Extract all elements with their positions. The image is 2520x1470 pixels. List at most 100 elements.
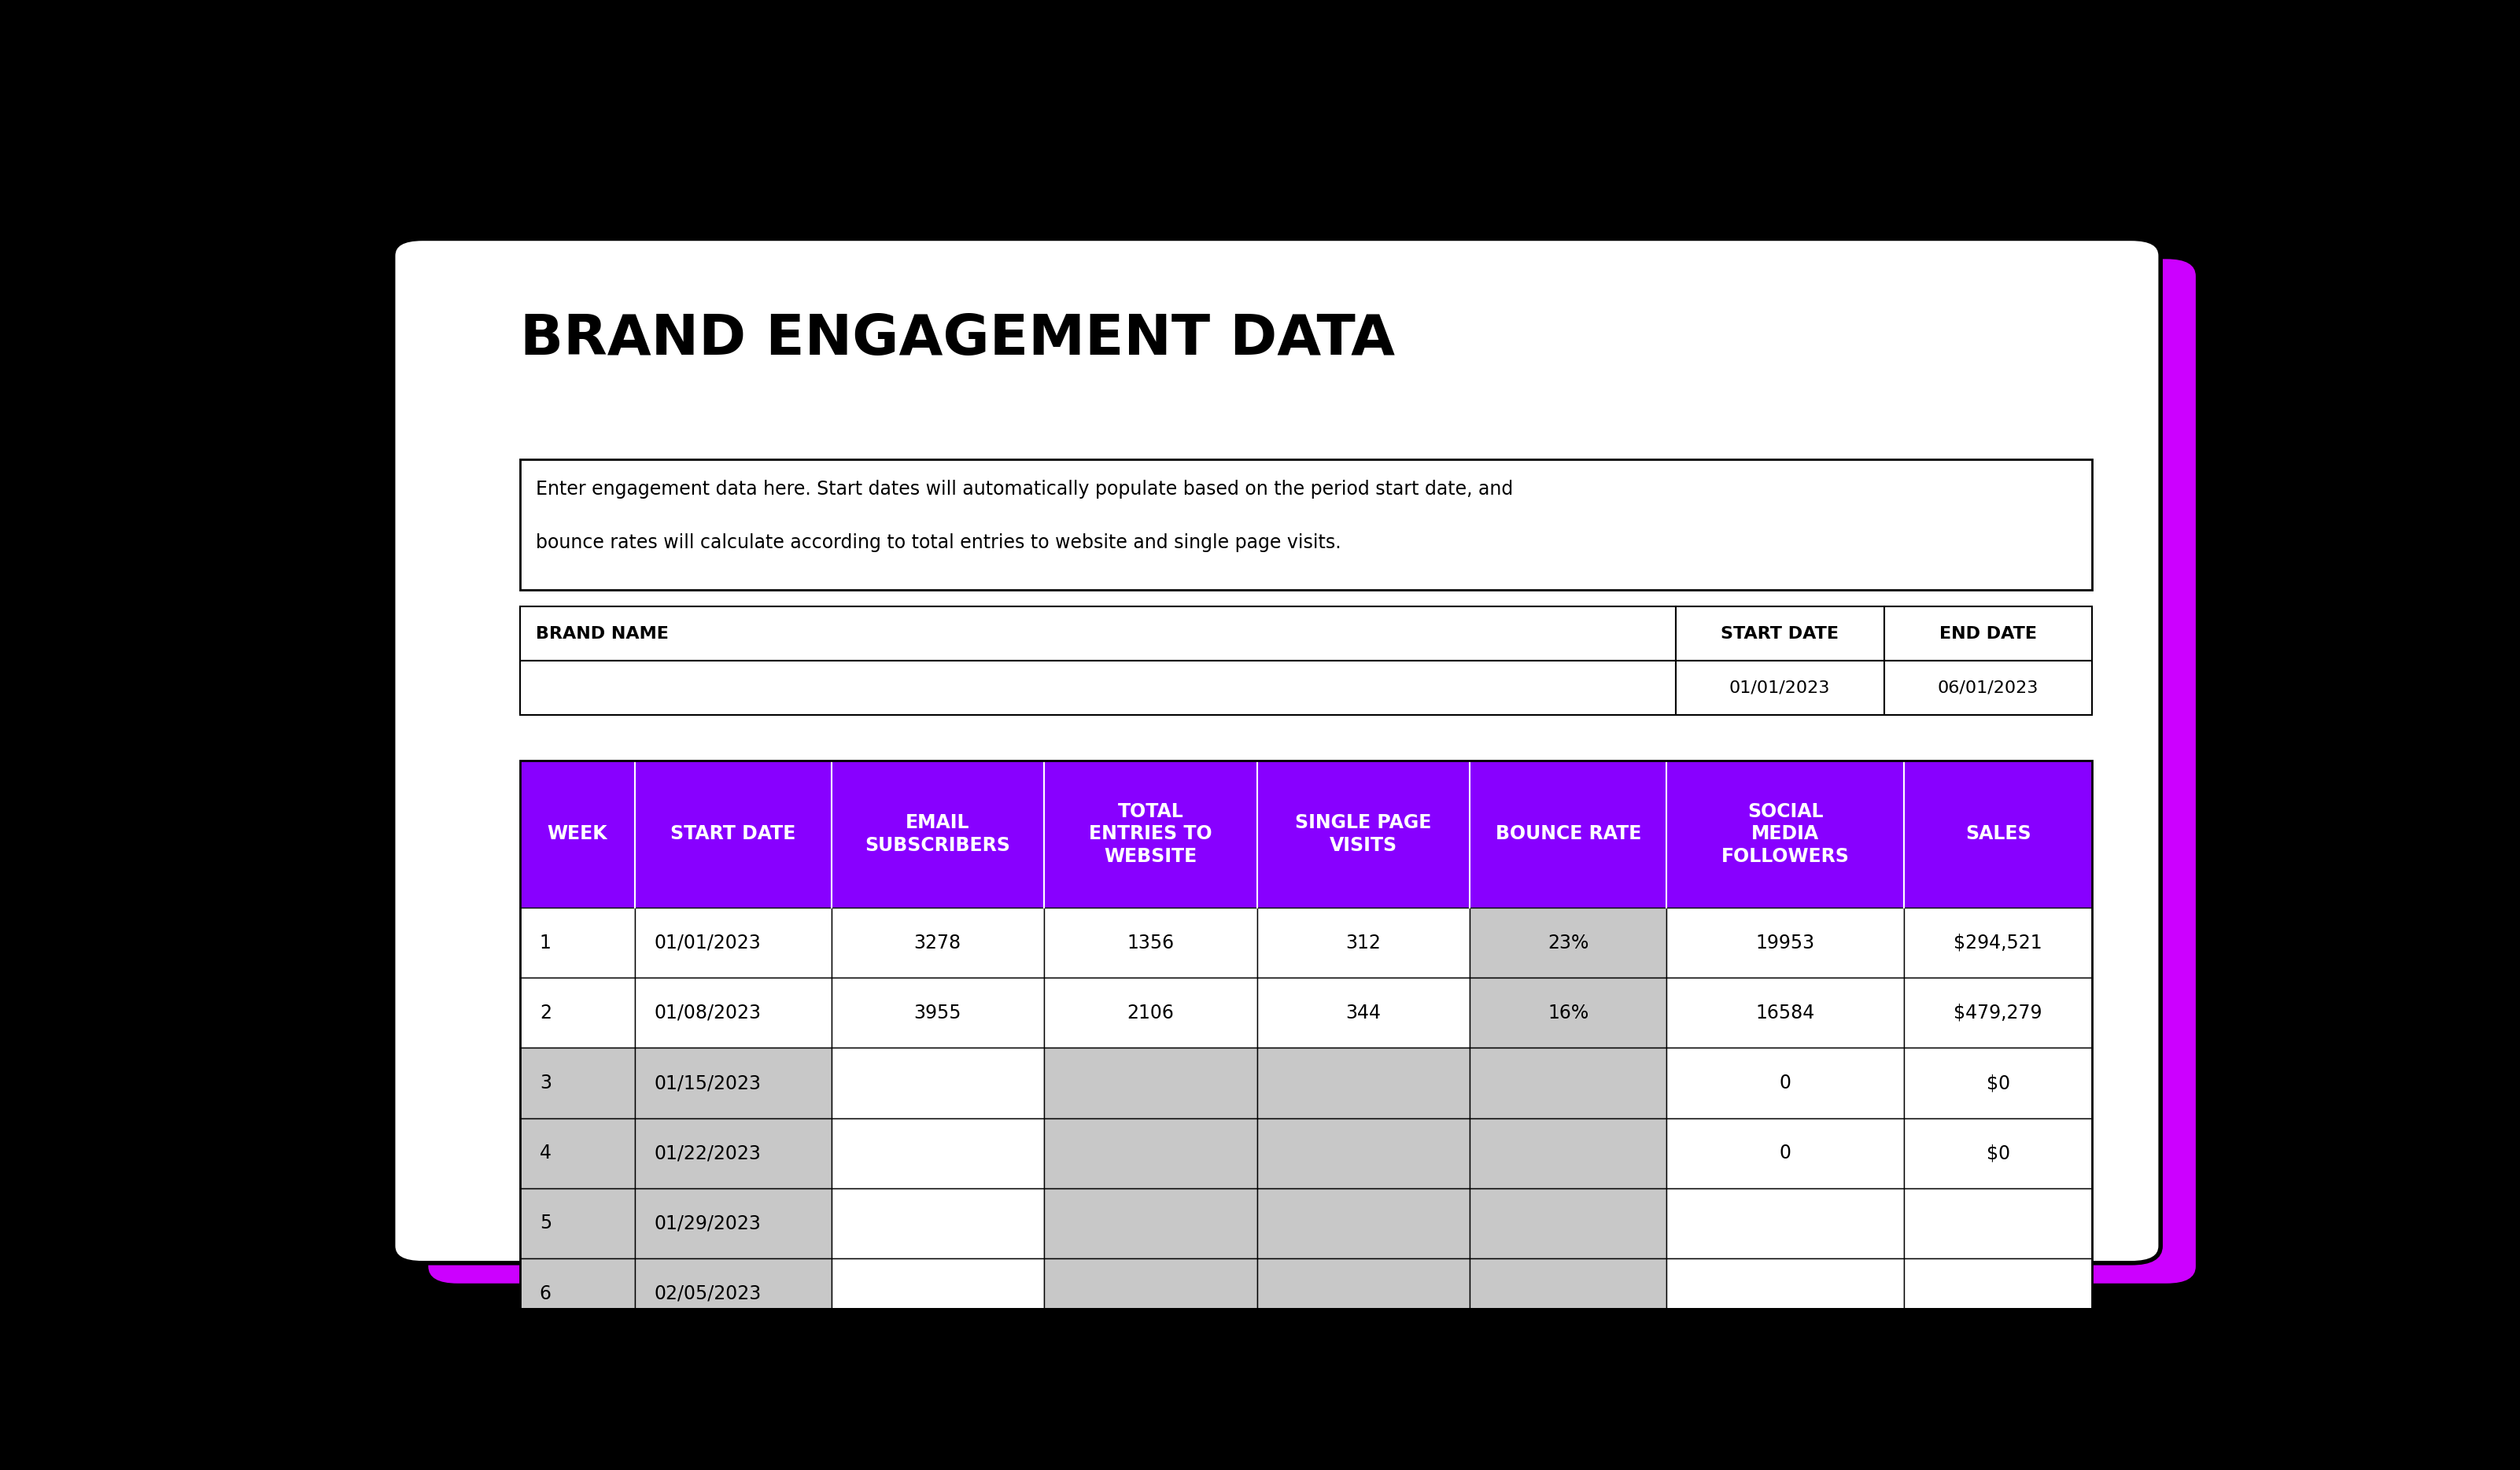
Bar <box>1666 978 1905 1048</box>
Text: WEEK: WEEK <box>547 825 607 844</box>
Bar <box>1043 760 1257 907</box>
Bar <box>1469 1258 1666 1329</box>
Bar <box>1885 662 2092 716</box>
Bar <box>1905 1188 2092 1258</box>
Text: 5: 5 <box>539 1214 552 1233</box>
Bar <box>519 1188 635 1258</box>
Text: 2: 2 <box>539 1004 552 1022</box>
Text: 344: 344 <box>1346 1004 1381 1022</box>
Bar <box>1043 1258 1257 1329</box>
Bar <box>519 1329 635 1399</box>
Bar <box>1043 907 1257 978</box>
Bar <box>519 1048 635 1119</box>
Text: 312: 312 <box>1346 933 1381 953</box>
Bar <box>1043 1188 1257 1258</box>
Text: 3278: 3278 <box>915 933 960 953</box>
Bar <box>1905 1048 2092 1119</box>
Text: 3: 3 <box>539 1073 552 1092</box>
Text: SOCIAL
MEDIA
FOLLOWERS: SOCIAL MEDIA FOLLOWERS <box>1721 803 1850 866</box>
Bar <box>1257 978 1469 1048</box>
Text: 2106: 2106 <box>1126 1004 1174 1022</box>
Text: END DATE: END DATE <box>1940 626 2036 641</box>
Text: 01/29/2023: 01/29/2023 <box>655 1214 761 1233</box>
Bar <box>635 1258 832 1329</box>
Bar <box>1905 1329 2092 1399</box>
Text: START DATE: START DATE <box>670 825 796 844</box>
Text: TOTAL
ENTRIES TO
WEBSITE: TOTAL ENTRIES TO WEBSITE <box>1089 803 1212 866</box>
Bar <box>519 978 635 1048</box>
Bar <box>832 1188 1043 1258</box>
Bar <box>1469 760 1666 907</box>
Bar <box>1666 1048 1905 1119</box>
Bar <box>1043 1329 1257 1399</box>
Text: 06/01/2023: 06/01/2023 <box>1938 681 2039 695</box>
Text: 01/01/2023: 01/01/2023 <box>655 933 761 953</box>
Text: bounce rates will calculate according to total entries to website and single pag: bounce rates will calculate according to… <box>537 534 1341 551</box>
Text: $294,521: $294,521 <box>1953 933 2041 953</box>
Text: 02/12/2023: 02/12/2023 <box>655 1354 761 1373</box>
Bar <box>1666 907 1905 978</box>
Bar <box>1257 1048 1469 1119</box>
Bar <box>1257 1329 1469 1399</box>
Bar <box>1885 607 2092 662</box>
Bar <box>1666 1188 1905 1258</box>
Bar <box>1469 978 1666 1048</box>
Text: 16584: 16584 <box>1756 1004 1814 1022</box>
Text: SINGLE PAGE
VISITS: SINGLE PAGE VISITS <box>1295 813 1431 854</box>
Bar <box>1469 1048 1666 1119</box>
Text: EMAIL
SUBSCRIBERS: EMAIL SUBSCRIBERS <box>864 813 1011 854</box>
Bar <box>1676 607 1885 662</box>
Text: 02/05/2023: 02/05/2023 <box>655 1285 761 1302</box>
Bar <box>1043 1048 1257 1119</box>
Bar <box>1257 907 1469 978</box>
Bar <box>1257 1188 1469 1258</box>
Bar <box>1469 907 1666 978</box>
Bar <box>635 1329 832 1399</box>
Bar <box>1043 978 1257 1048</box>
Text: 6: 6 <box>539 1285 552 1302</box>
Bar <box>1257 1119 1469 1188</box>
Bar <box>519 1258 635 1329</box>
Bar <box>1905 978 2092 1048</box>
Text: 01/15/2023: 01/15/2023 <box>655 1073 761 1092</box>
Text: BOUNCE RATE: BOUNCE RATE <box>1494 825 1641 844</box>
Bar <box>519 760 2092 1399</box>
Text: $0: $0 <box>1986 1073 2011 1092</box>
Bar <box>519 760 2092 907</box>
Bar <box>1905 760 2092 907</box>
Text: BRAND ENGAGEMENT DATA: BRAND ENGAGEMENT DATA <box>519 312 1396 366</box>
Text: BRAND NAME: BRAND NAME <box>537 626 668 641</box>
Bar <box>635 978 832 1048</box>
Bar <box>635 1119 832 1188</box>
Text: 1356: 1356 <box>1126 933 1174 953</box>
Text: 23%: 23% <box>1547 933 1588 953</box>
Bar <box>635 1188 832 1258</box>
Bar <box>635 907 832 978</box>
Bar <box>832 1119 1043 1188</box>
Text: 01/08/2023: 01/08/2023 <box>655 1004 761 1022</box>
Bar <box>832 1258 1043 1329</box>
Bar <box>832 760 1043 907</box>
Bar <box>1043 1119 1257 1188</box>
Text: 7: 7 <box>539 1354 552 1373</box>
Bar <box>519 1119 635 1188</box>
Bar <box>1469 1329 1666 1399</box>
Text: 0: 0 <box>1779 1144 1792 1163</box>
Text: 4: 4 <box>539 1144 552 1163</box>
Bar <box>832 978 1043 1048</box>
Bar <box>832 907 1043 978</box>
Bar <box>1905 907 2092 978</box>
Bar <box>1676 662 1885 716</box>
Bar <box>635 1048 832 1119</box>
Bar <box>832 1048 1043 1119</box>
Bar <box>1257 1258 1469 1329</box>
Bar <box>1257 760 1469 907</box>
Bar <box>1905 1258 2092 1329</box>
Bar <box>519 662 1676 716</box>
FancyBboxPatch shape <box>428 259 2195 1283</box>
Bar <box>1666 1258 1905 1329</box>
Bar <box>519 459 2092 589</box>
Text: 3955: 3955 <box>915 1004 963 1022</box>
Bar <box>519 907 635 978</box>
Bar <box>1469 1119 1666 1188</box>
